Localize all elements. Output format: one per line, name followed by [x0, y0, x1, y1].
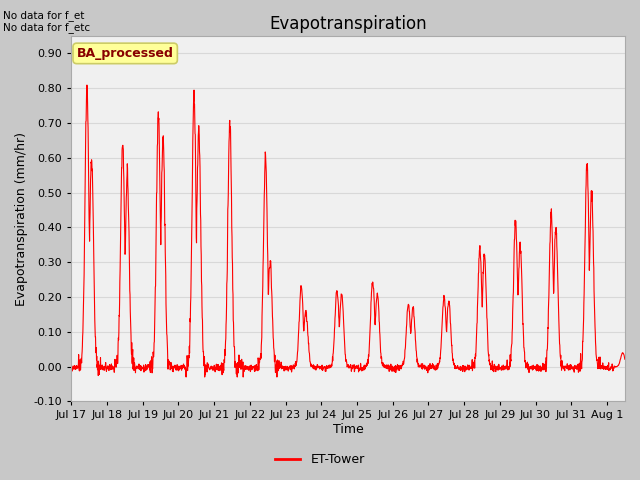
- Legend: ET-Tower: ET-Tower: [270, 448, 370, 471]
- Y-axis label: Evapotranspiration (mm/hr): Evapotranspiration (mm/hr): [15, 132, 28, 306]
- Text: No data for f_et
No data for f_etc: No data for f_et No data for f_etc: [3, 10, 90, 33]
- X-axis label: Time: Time: [333, 423, 364, 436]
- Title: Evapotranspiration: Evapotranspiration: [269, 15, 427, 33]
- Text: BA_processed: BA_processed: [77, 47, 173, 60]
